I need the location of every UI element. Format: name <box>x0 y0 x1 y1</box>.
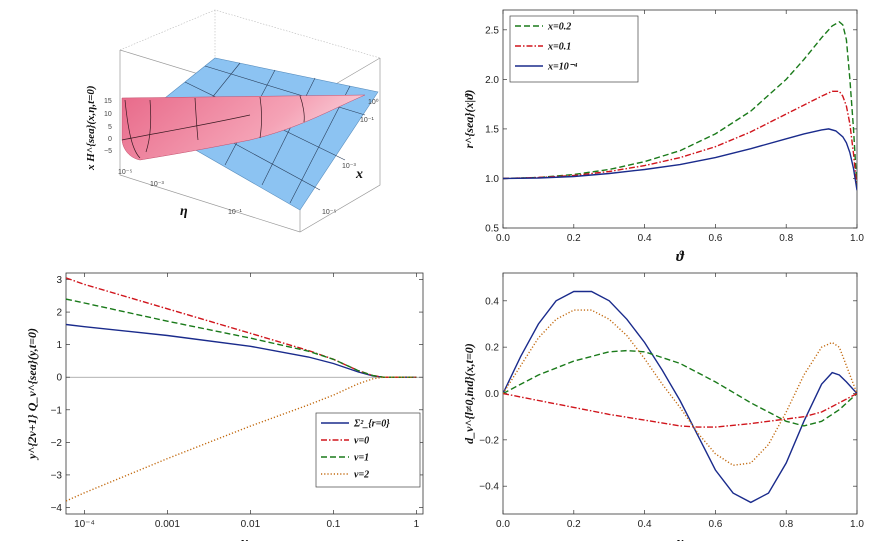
x-tick-label: 0.4 <box>638 233 652 244</box>
q-plot-panel: 10⁻⁴ 0.001 0.01 0.1 1 3 2 1 0 −1 −2 −3 −4 y y^{2ν+1} Q… <box>25 272 424 541</box>
series-line <box>66 376 417 502</box>
plot-frame <box>502 272 858 515</box>
x3d-tick: 10⁻³ <box>342 163 356 170</box>
legend-label: x=10⁻⁴ <box>547 62 578 73</box>
y-tick-label: −3 <box>51 470 63 481</box>
eta-tick: 10⁻³ <box>150 181 164 188</box>
y-axis-label: y^{2ν+1} Q_ν^{sea}(y,t=0) <box>25 328 39 461</box>
x-tick-label: 0.6 <box>708 233 722 244</box>
z-tick: 0 <box>108 136 112 143</box>
x-tick-label: 0.2 <box>567 233 581 244</box>
y-tick-label: −4 <box>51 503 63 514</box>
y-tick-label: −1 <box>51 405 63 416</box>
ratio-plot-panel: 0.0 0.2 0.4 0.6 0.8 1.0 0.5 1.0 1.5 2.0 2.5 ϑ r^{sea… <box>462 9 864 265</box>
y-tick-label: 1 <box>56 340 62 351</box>
y-tick-label: 0.5 <box>485 224 499 235</box>
plot-frame <box>502 9 858 229</box>
x-tick-label: 0.4 <box>638 519 652 530</box>
y-tick-label: 0.4 <box>485 296 499 307</box>
series-line <box>503 309 857 467</box>
series-line <box>503 349 857 427</box>
series-line <box>503 90 857 189</box>
x-tick-label: 10⁻⁴ <box>74 519 95 530</box>
x-tick-label: 0.01 <box>241 519 261 530</box>
y-tick-label: 0.2 <box>485 343 499 354</box>
y-tick-label: −0.4 <box>479 482 499 493</box>
z-tick: 10 <box>104 111 112 118</box>
legend-box <box>509 15 639 83</box>
z-tick: 15 <box>104 98 112 105</box>
series-line <box>503 128 857 191</box>
y-tick-label: 2.5 <box>485 25 499 36</box>
y-tick-label: 1.0 <box>485 174 499 185</box>
legend-box <box>315 412 421 488</box>
y-tick-label: 2.0 <box>485 75 499 86</box>
legend-label: ν=1 <box>354 453 369 464</box>
x3d-tick: 10⁻¹ <box>360 117 374 124</box>
x-tick-label: 0.8 <box>779 233 793 244</box>
series-line <box>503 392 857 428</box>
z-axis-label: x H^{sea}(x,η,t=0) <box>85 85 97 171</box>
z-tick: 5 <box>108 124 112 131</box>
series-line <box>503 290 857 504</box>
x-tick-label: 0.6 <box>708 519 722 530</box>
x-axis-label: y <box>239 535 248 541</box>
x-axis-label: ϑ <box>676 249 685 265</box>
y-tick-label: 2 <box>56 308 62 319</box>
y-tick-label: 0 <box>56 373 62 384</box>
x-axis-3d-ticks: 10⁻⁵ 10⁻³ 10⁻¹ 10⁰ <box>322 98 379 216</box>
x-tick-label: 0.8 <box>779 519 793 530</box>
eta-axis-ticks: 10⁻⁵ 10⁻³ 10⁻¹ <box>118 169 242 216</box>
series-line <box>66 298 417 378</box>
y-tick-label: 1.5 <box>485 124 499 135</box>
x-tick-label: 0.2 <box>567 519 581 530</box>
y-tick-label: −0.2 <box>479 435 499 446</box>
eta-tick: 10⁻⁵ <box>118 169 132 176</box>
y-tick-label: 0.0 <box>485 389 499 400</box>
plot-frame <box>65 272 424 515</box>
d-plot-panel: 0.0 0.2 0.4 0.6 0.8 1.0 0.4 0.2 0.0 −0.2 −0.4 x d_ν^… <box>462 272 864 541</box>
y-tick-label: 3 <box>56 275 62 286</box>
eta-axis-label: η <box>180 204 188 219</box>
legend-label: x=0.1 <box>547 42 571 53</box>
x-tick-label: 0.001 <box>155 519 180 530</box>
x-tick-label: 1.0 <box>850 519 864 530</box>
x-tick-label: 0.1 <box>326 519 340 530</box>
series-line <box>66 323 417 378</box>
z-tick: −5 <box>104 148 112 155</box>
y-tick-label: −2 <box>51 438 63 449</box>
y-axis-label: r^{sea}(x|ϑ) <box>462 90 476 149</box>
x3d-tick: 10⁰ <box>368 98 379 106</box>
x3d-tick: 10⁻⁵ <box>322 209 336 216</box>
x-tick-label: 1 <box>414 519 420 530</box>
x-tick-label: 0.0 <box>496 233 510 244</box>
x-tick-label: 0.0 <box>496 519 510 530</box>
z-axis-ticks: 15 10 5 0 −5 <box>104 98 112 155</box>
surface-ridge-lines <box>121 95 305 159</box>
surface-plot-panel: 15 10 5 0 −5 10⁻⁵ 10⁻³ 10⁻¹ 10⁻⁵ 10⁻³ 10… <box>85 9 381 233</box>
legend-label: ν=2 <box>354 470 369 481</box>
x-axis-3d-label: x <box>355 167 363 182</box>
legend-label: Σ²_{r=0} <box>353 419 390 430</box>
eta-tick: 10⁻¹ <box>228 209 242 216</box>
x-axis-label: x <box>675 535 684 541</box>
y-axis-label: d_ν^{l≠0,ind}(x,t=0) <box>462 343 476 444</box>
legend-label: ν=0 <box>354 436 369 447</box>
x-tick-label: 1.0 <box>850 233 864 244</box>
legend-label: x=0.2 <box>547 22 571 33</box>
series-line <box>66 277 417 378</box>
series-line <box>503 21 857 189</box>
